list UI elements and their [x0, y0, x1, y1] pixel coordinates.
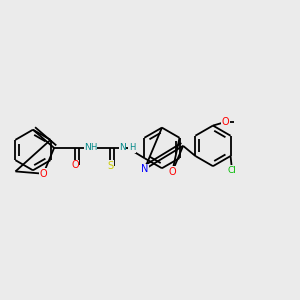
- Text: O: O: [71, 160, 79, 170]
- Text: H: H: [90, 143, 96, 152]
- Text: O: O: [40, 169, 47, 179]
- Text: O: O: [222, 117, 229, 127]
- Text: H: H: [129, 143, 135, 152]
- Text: Cl: Cl: [228, 166, 236, 175]
- Text: S: S: [107, 161, 113, 171]
- Text: O: O: [169, 167, 176, 177]
- Text: N: N: [141, 164, 148, 174]
- Text: N: N: [84, 143, 91, 152]
- Text: N: N: [119, 143, 126, 152]
